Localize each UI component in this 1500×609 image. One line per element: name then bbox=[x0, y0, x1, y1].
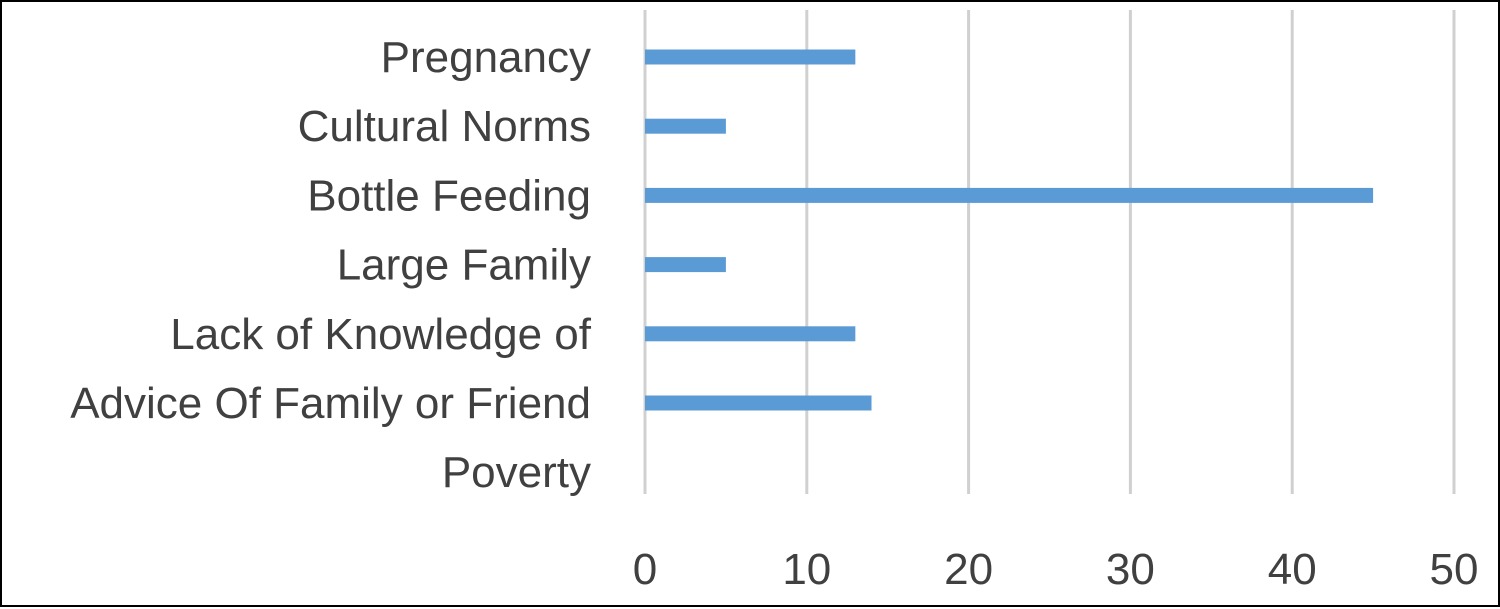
category-label: Pregnancy bbox=[381, 33, 591, 82]
category-label: Cultural Norms bbox=[298, 102, 591, 151]
x-tick-label: 10 bbox=[782, 545, 831, 594]
bar-3 bbox=[645, 257, 726, 273]
category-label: Lack of Knowledge of bbox=[170, 310, 592, 359]
category-label: Advice Of Family or Friend bbox=[70, 379, 591, 428]
category-label: Bottle Feeding bbox=[307, 171, 591, 220]
bar-4 bbox=[645, 326, 856, 342]
category-labels: Pregnancy Cultural Norms Bottle Feeding Lar… bbox=[70, 33, 592, 497]
x-tick-label: 40 bbox=[1268, 545, 1317, 594]
category-label: Large Family bbox=[337, 241, 591, 290]
category-label: Poverty bbox=[442, 448, 591, 497]
x-tick-label: 50 bbox=[1430, 545, 1479, 594]
x-tick-label: 0 bbox=[633, 545, 657, 594]
x-tick-label: 20 bbox=[944, 545, 993, 594]
bars bbox=[645, 49, 1374, 411]
gridlines bbox=[643, 10, 1456, 494]
bar-5 bbox=[645, 395, 872, 411]
x-tick-label: 30 bbox=[1106, 545, 1155, 594]
x-axis-tick-labels: 0 10 20 30 40 50 bbox=[633, 545, 1479, 594]
bar-2 bbox=[645, 187, 1374, 203]
bar-1 bbox=[645, 118, 726, 134]
bar-0 bbox=[645, 49, 856, 65]
